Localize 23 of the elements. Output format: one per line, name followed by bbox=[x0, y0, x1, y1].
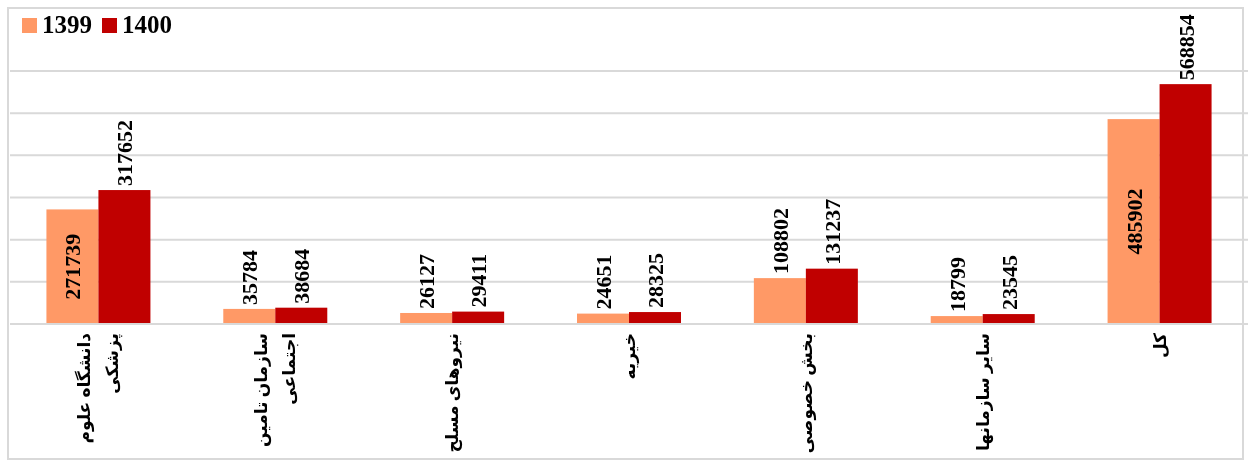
data-label: 18799 bbox=[944, 257, 970, 313]
legend-label: 1400 bbox=[122, 11, 172, 38]
x-tick-label: کل bbox=[1150, 332, 1170, 359]
data-label: 131237 bbox=[819, 198, 845, 265]
data-label: 568854 bbox=[1173, 14, 1199, 81]
data-label: 317652 bbox=[112, 120, 138, 187]
data-label: 271739 bbox=[60, 233, 86, 300]
data-label: 35784 bbox=[237, 249, 263, 305]
x-tick-label: دانشگاه علوم پزشکی bbox=[74, 332, 124, 444]
x-tick-label: نیروهای مسلح bbox=[443, 333, 464, 453]
legend-label: 1399 bbox=[42, 11, 92, 38]
data-label: 28325 bbox=[643, 253, 668, 309]
x-tick-label: سازمان تامین اجتماعی bbox=[252, 333, 300, 448]
data-label: 485902 bbox=[1121, 188, 1147, 255]
data-label: 108802 bbox=[767, 208, 793, 275]
data-label: 38684 bbox=[289, 248, 315, 304]
data-label: 23545 bbox=[996, 255, 1022, 311]
x-tick-label: بخش خصوصی bbox=[796, 333, 817, 454]
data-label: 29411 bbox=[466, 253, 492, 308]
x-tick-label: خیریه bbox=[620, 333, 640, 380]
x-tick-label: سایر سازمانها bbox=[973, 333, 994, 452]
data-label: 24651 bbox=[591, 254, 616, 310]
data-label: 26127 bbox=[414, 253, 440, 309]
